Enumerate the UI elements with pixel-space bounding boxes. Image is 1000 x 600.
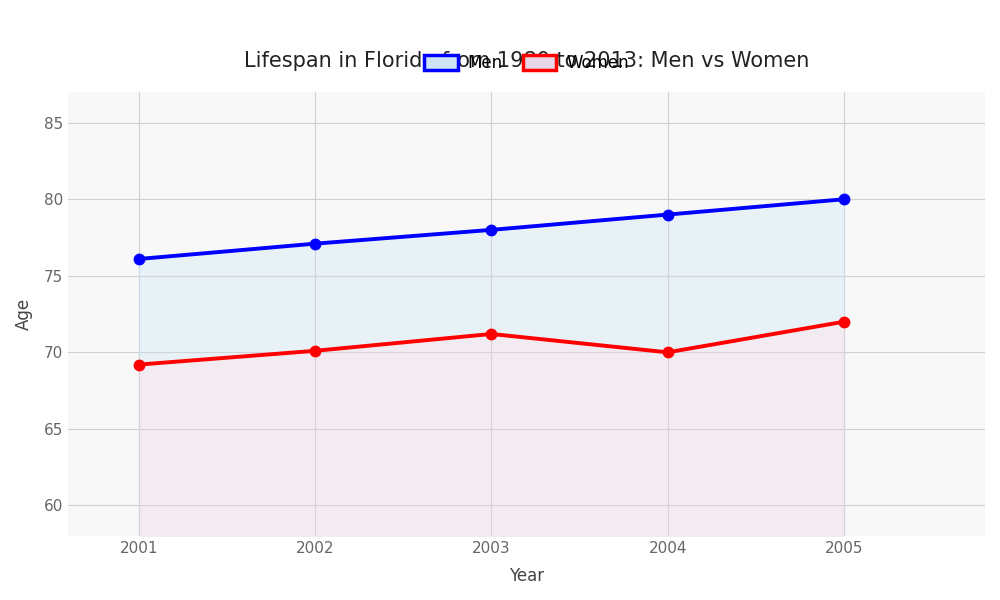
- Legend: Men, Women: Men, Women: [418, 47, 636, 79]
- X-axis label: Year: Year: [509, 567, 544, 585]
- Y-axis label: Age: Age: [15, 298, 33, 330]
- Title: Lifespan in Florida from 1980 to 2013: Men vs Women: Lifespan in Florida from 1980 to 2013: M…: [244, 51, 809, 71]
